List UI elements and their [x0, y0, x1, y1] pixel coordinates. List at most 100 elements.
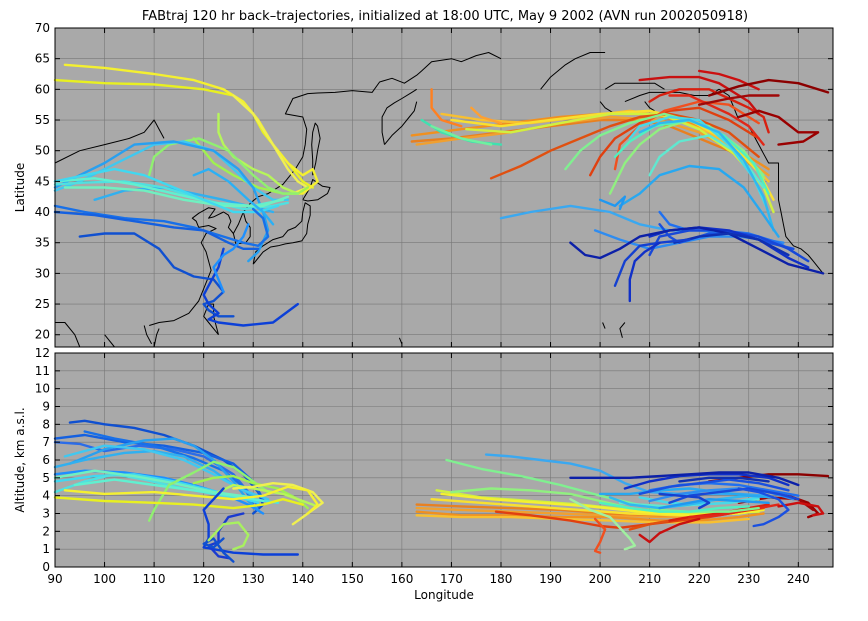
coastline — [624, 88, 824, 274]
coastline — [602, 322, 606, 329]
y-tick-label: 3 — [42, 507, 50, 521]
trajectory-line — [688, 503, 780, 519]
coastline — [302, 179, 331, 202]
y-tick-label: 7 — [42, 435, 50, 449]
trajectory-line — [450, 109, 775, 202]
coastline — [55, 322, 81, 348]
y-tick-label: 4 — [42, 489, 50, 503]
y-tick-label: 35 — [35, 236, 50, 250]
trajectory-line — [53, 167, 280, 214]
y-tick-label: 0 — [42, 560, 50, 574]
trajectory-line — [217, 112, 299, 195]
x-tick-label: 140 — [291, 572, 314, 586]
trajectory-line — [53, 496, 304, 510]
x-tick-label: 230 — [737, 572, 760, 586]
y-tick-label: 70 — [35, 21, 50, 35]
trajectory-line — [737, 109, 820, 146]
altitude-trajectories — [53, 419, 830, 563]
y-tick-label: 55 — [35, 113, 50, 127]
x-tick-label: 220 — [688, 572, 711, 586]
map-grid — [54, 27, 833, 347]
coastline — [311, 122, 321, 176]
coastline — [604, 82, 665, 90]
trajectory-line — [777, 501, 825, 517]
trajectory-line — [608, 118, 765, 195]
trajectory-line — [470, 106, 503, 125]
trajectory-line — [430, 88, 463, 128]
y-tick-label: 20 — [35, 328, 50, 342]
trajectory-line — [648, 88, 770, 134]
x-tick-label: 90 — [47, 572, 62, 586]
trajectory-line — [569, 471, 800, 487]
latitude-axis-label: Latitude — [13, 163, 27, 212]
coastline — [149, 207, 234, 326]
y-tick-label: 1 — [42, 542, 50, 556]
map-panel: 20 25 30 35 40 45 50 55 60 65 70 Latitude — [13, 21, 834, 348]
trajectory-line — [707, 78, 830, 97]
trajectory-line — [668, 94, 765, 146]
x-tick-label: 130 — [242, 572, 265, 586]
altitude-axis-label: Altitude, km a.s.l. — [13, 407, 27, 512]
trajectory-line — [593, 517, 607, 554]
trajectory-line — [638, 478, 790, 496]
y-tick-label: 45 — [35, 174, 50, 188]
trajectory-line — [658, 492, 711, 510]
trajectory-line — [415, 514, 750, 524]
trajectory-line — [613, 238, 691, 287]
x-tick-label: 120 — [192, 572, 215, 586]
map-plot-area — [55, 28, 833, 347]
y-tick-label: 50 — [35, 144, 50, 158]
trajectory-line — [569, 498, 636, 551]
trajectory-line — [569, 226, 825, 275]
coastline — [384, 101, 418, 145]
coastline — [252, 202, 311, 265]
trajectory-line — [598, 501, 750, 513]
latitude-ticks: 20 25 30 35 40 45 50 55 60 65 70 — [35, 21, 833, 347]
y-tick-label: 11 — [35, 364, 50, 378]
trajectory-line — [78, 232, 235, 318]
trajectory-line — [673, 232, 790, 257]
x-tick-label: 210 — [638, 572, 661, 586]
trajectory-line — [53, 204, 270, 248]
y-tick-label: 65 — [35, 52, 50, 66]
trajectory-line — [489, 112, 760, 180]
coastline — [232, 52, 502, 245]
coastline — [644, 101, 655, 112]
trajectory-line — [53, 180, 290, 211]
trajectory-line — [147, 460, 270, 522]
trajectory-line — [698, 94, 780, 106]
x-tick-label: 160 — [390, 572, 413, 586]
figure-title: FABtraj 120 hr back–trajectories, initia… — [142, 9, 748, 24]
y-tick-label: 30 — [35, 266, 50, 280]
map-frame — [54, 27, 834, 348]
trajectory-line — [737, 487, 790, 528]
x-tick-label: 100 — [93, 572, 116, 586]
trajectory-line — [212, 223, 250, 293]
coastline — [143, 325, 153, 345]
trajectory-line — [618, 164, 780, 238]
trajectory-line — [598, 487, 775, 499]
coastline — [540, 52, 606, 90]
x-tick-label: 150 — [341, 572, 364, 586]
x-tick-label: 180 — [490, 572, 513, 586]
y-tick-label: 25 — [35, 297, 50, 311]
trajectory-line — [147, 137, 299, 195]
trajectory-line — [658, 498, 770, 510]
trajectory-line — [668, 503, 770, 522]
trajectory-line — [63, 485, 319, 515]
trajectory-line — [638, 118, 775, 232]
coastline — [381, 88, 417, 145]
trajectory-line — [207, 521, 250, 551]
map-trajectories — [53, 63, 830, 327]
trajectory-line — [678, 476, 770, 483]
y-tick-label: 5 — [42, 471, 50, 485]
trajectory-line — [658, 223, 795, 251]
trajectory-line — [598, 195, 627, 211]
coastline — [153, 328, 160, 348]
longitude-ticks: 90 100 110 120 130 140 150 160 170 180 190 200 210 22… — [47, 572, 809, 586]
y-tick-label: 60 — [35, 82, 50, 96]
y-tick-label: 6 — [42, 453, 50, 467]
